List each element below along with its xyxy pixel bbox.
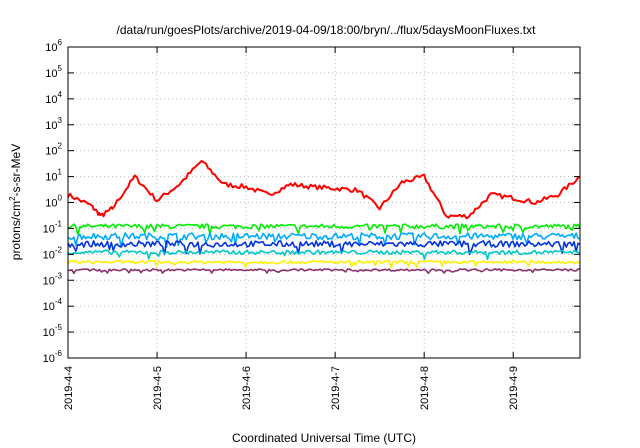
y-tick-exponent: 3 [58,116,63,125]
y-tick-exponent: -2 [55,245,63,254]
y-tick-base: 10 [43,327,55,339]
y-tick-exponent: 6 [58,38,63,47]
y-tick-label: 101 [45,168,62,184]
y-tick-exponent: 4 [58,90,63,99]
y-tick-exponent: 5 [58,64,63,73]
series-line [67,249,581,261]
y-tick-label: 10-4 [43,297,63,313]
y-tick-base: 10 [45,120,57,132]
y-axis-label-unit: -s-sr-MeV [9,144,23,197]
y-tick-labels: 10-610-510-410-310-210-11001011021031041… [43,38,580,365]
y-tick-exponent: 2 [58,142,63,151]
x-tick-labels: 2019-4-4 2019-4-5 2019-4-6 2019-4-7 2019-4-8… [63,47,520,410]
y-axis-label: protons/cm2-s-sr-MeV [8,144,23,260]
y-tick-label: 10-6 [43,349,63,365]
grid [68,47,580,358]
y-tick-base: 10 [45,146,57,158]
x-tick-label: 2019-4-5 [152,366,164,410]
y-tick-label: 10-2 [43,245,63,261]
x-axis-label: Coordinated Universal Time (UTC) [232,431,416,445]
series-line [67,232,581,249]
series-line [67,259,581,269]
y-tick-exponent: -4 [55,297,63,306]
y-tick-base: 10 [43,301,55,313]
x-tick-label: 2019-4-8 [419,366,431,410]
x-tick-label: 2019-4-9 [508,366,520,410]
y-axis-label-superscript: 2 [8,196,17,201]
y-tick-base: 10 [43,249,55,261]
y-tick-base: 10 [45,94,57,106]
y-tick-exponent: -3 [55,271,63,280]
y-tick-exponent: -5 [55,323,63,332]
y-tick-label: 105 [45,64,62,80]
x-tick-label: 2019-4-4 [63,366,75,410]
series-line [67,268,581,275]
y-axis-label-base: protons/cm [9,201,23,260]
y-tick-base: 10 [43,353,55,365]
y-tick-label: 100 [45,194,62,210]
y-tick-label: 106 [45,38,62,54]
y-tick-label: 103 [45,116,62,132]
y-tick-base: 10 [45,198,57,210]
y-tick-exponent: 0 [58,194,63,203]
series-line [67,223,581,236]
y-tick-label: 10-3 [43,271,63,287]
series-layer [67,160,581,275]
y-tick-exponent: 1 [58,168,63,177]
y-tick-label: 10-1 [43,219,63,235]
x-tick-label: 2019-4-6 [241,366,253,410]
y-tick-exponent: -6 [55,349,63,358]
y-tick-base: 10 [43,275,55,287]
y-tick-base: 10 [45,172,57,184]
y-tick-base: 10 [45,68,57,80]
series-line [67,240,581,256]
y-tick-base: 10 [45,42,57,54]
chart-title: /data/run/goesPlots/archive/2019-04-09/1… [117,23,537,37]
x-tick-label: 2019-4-7 [330,366,342,410]
y-tick-label: 102 [45,142,62,158]
y-tick-exponent: -1 [55,219,63,228]
y-tick-label: 10-5 [43,323,63,339]
y-tick-label: 104 [45,90,62,106]
series-line [67,160,581,220]
y-tick-base: 10 [43,223,55,235]
